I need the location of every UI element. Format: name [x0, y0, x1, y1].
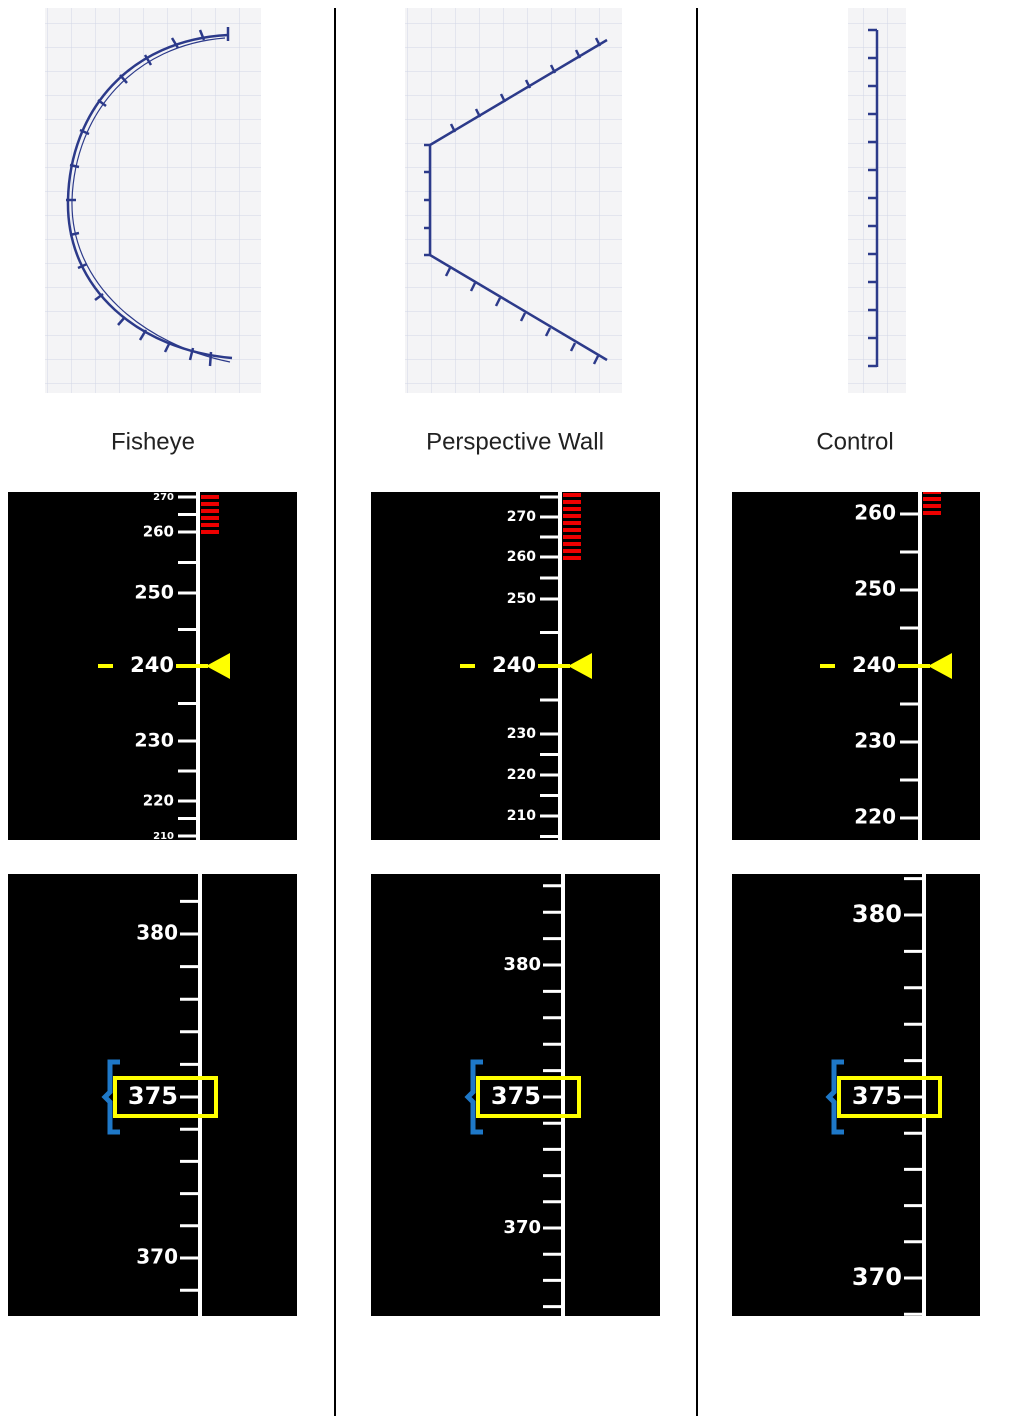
red-band [563, 542, 581, 546]
altitude-label: 370 [852, 1263, 902, 1291]
speed-tape: 270 260 250 240 230 220 210 [8, 492, 297, 842]
altitude-label: 380 [136, 921, 178, 945]
altitude-label: 375 [128, 1082, 178, 1110]
red-band [563, 521, 581, 525]
red-band [563, 549, 581, 553]
red-band [923, 511, 941, 515]
red-band [563, 493, 581, 497]
speed-label: 250 [507, 591, 536, 607]
red-band [563, 500, 581, 504]
altitude-tape: 380 375 370 [371, 874, 660, 1316]
current-pointer [568, 653, 592, 679]
speed-label: 240 [852, 653, 896, 677]
selected-box [837, 1076, 942, 1118]
speed-label: 230 [134, 730, 174, 752]
altitude-label: 375 [491, 1082, 541, 1110]
red-band [201, 495, 219, 499]
control-sketch [848, 8, 906, 393]
speed-tape: 270 260 250 240 230 220 210 [371, 492, 660, 840]
target-bracket [464, 1059, 483, 1135]
speed-label: 260 [507, 549, 536, 565]
red-band [563, 507, 581, 511]
speed-label: 240 [492, 653, 536, 677]
speed-label: 220 [854, 805, 896, 829]
red-band [563, 514, 581, 518]
speed-label: 220 [143, 792, 174, 810]
speed-label: 270 [507, 509, 536, 525]
red-band [923, 492, 941, 494]
speed-label: 210 [507, 808, 536, 824]
selected-box [113, 1076, 218, 1118]
altitude-label: 380 [503, 954, 541, 975]
red-band [923, 504, 941, 508]
red-band [563, 528, 581, 532]
column-label: Fisheye [111, 428, 195, 455]
red-band [201, 502, 219, 506]
red-band [201, 530, 219, 534]
speed-label: 210 [153, 831, 174, 842]
tape-background [371, 874, 660, 1316]
speed-label: 270 [153, 492, 174, 503]
column-label: Perspective Wall [426, 428, 604, 455]
altitude-label: 380 [852, 900, 902, 928]
speed-label: 240 [130, 653, 174, 677]
speed-label: 260 [854, 501, 896, 525]
selected-box [476, 1076, 581, 1118]
target-bracket [101, 1059, 120, 1135]
altitude-label: 370 [503, 1217, 541, 1238]
tape-background [8, 874, 297, 1316]
speed-label: 230 [507, 726, 536, 742]
red-band [563, 535, 581, 539]
tape-background [8, 492, 297, 840]
speed-label: 260 [143, 523, 174, 541]
column-label: Control [816, 428, 893, 455]
speed-label: 220 [507, 767, 536, 783]
red-band [201, 523, 219, 527]
tape-background [371, 492, 660, 840]
red-band [201, 509, 219, 513]
perspective-wall-sketch [405, 8, 622, 393]
altitude-tape: 380 375 370 [8, 874, 297, 1316]
current-pointer [206, 653, 230, 679]
speed-label: 250 [134, 582, 174, 604]
altitude-label: 375 [852, 1082, 902, 1110]
fisheye-sketch [45, 8, 261, 393]
speed-tape: 260 250 240 230 220 [732, 492, 980, 840]
target-bracket [825, 1059, 844, 1135]
red-band [201, 516, 219, 520]
red-band [923, 497, 941, 501]
altitude-tape: 380 375 370 [732, 874, 980, 1316]
red-band [563, 556, 581, 560]
current-pointer [928, 653, 952, 679]
altitude-label: 370 [136, 1245, 178, 1269]
speed-label: 230 [854, 729, 896, 753]
speed-label: 250 [854, 577, 896, 601]
